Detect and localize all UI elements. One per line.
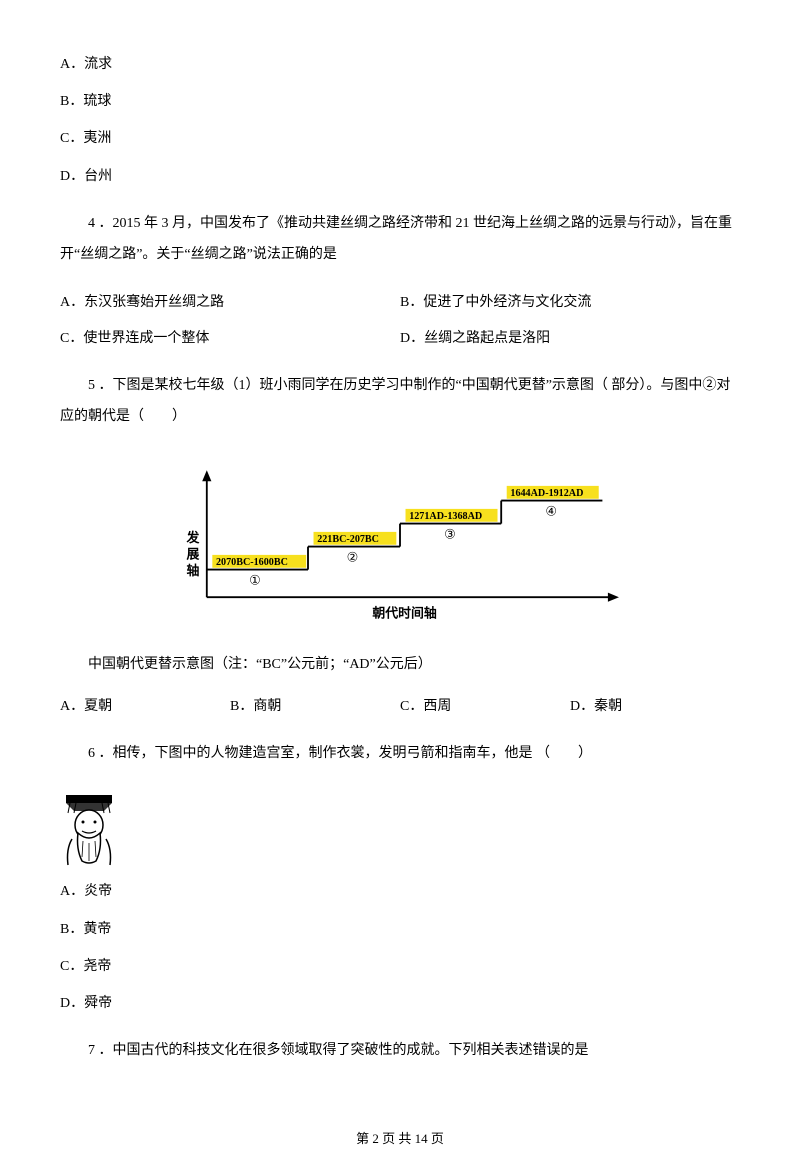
step2-label: 221BC-207BC bbox=[317, 534, 379, 545]
q5-option-c[interactable]: C．西周 bbox=[400, 694, 570, 719]
q6-option-d[interactable]: D．舜帝 bbox=[60, 991, 740, 1016]
step4-label: 1644AD-1912AD bbox=[510, 488, 583, 499]
q4-option-d[interactable]: D．丝绸之路起点是洛阳 bbox=[400, 326, 740, 351]
y-label-1: 发 bbox=[186, 530, 200, 545]
q4-option-a[interactable]: A．东汉张骞始开丝绸之路 bbox=[60, 290, 400, 315]
step4-num: ④ bbox=[545, 505, 557, 519]
x-label: 朝代时间轴 bbox=[372, 606, 437, 621]
page-footer: 第 2 页 共 14 页 bbox=[60, 1127, 740, 1150]
y-label-3: 轴 bbox=[187, 563, 200, 578]
q6-option-a[interactable]: A．炎帝 bbox=[60, 879, 740, 904]
q3-option-a[interactable]: A．流求 bbox=[60, 52, 740, 77]
step2-num: ② bbox=[347, 551, 359, 565]
q5-caption: 中国朝代更替示意图（注：“BC”公元前；“AD”公元后） bbox=[60, 652, 740, 677]
q5-text: 5 ．下图是某校七年级（1）班小雨同学在历史学习中制作的“中国朝代更替”示意图（… bbox=[60, 371, 740, 433]
dynasty-chart: 发 展 轴 朝代时间轴 2070BC-1600BC ① 221BC-207BC … bbox=[170, 452, 630, 632]
q6-text: 6 ．相传，下图中的人物建造宫室，制作衣裳，发明弓箭和指南车，他是 （ ） bbox=[60, 739, 740, 770]
q4-option-b[interactable]: B．促进了中外经济与文化交流 bbox=[400, 290, 740, 315]
step3-num: ③ bbox=[444, 528, 456, 542]
emperor-figure bbox=[60, 789, 740, 867]
q5-option-b[interactable]: B．商朝 bbox=[230, 694, 400, 719]
step3-label: 1271AD-1368AD bbox=[409, 511, 482, 522]
q4-option-c[interactable]: C．使世界连成一个整体 bbox=[60, 326, 400, 351]
y-label-2: 展 bbox=[187, 548, 200, 562]
q5-option-d[interactable]: D．秦朝 bbox=[570, 694, 740, 719]
q6-option-c[interactable]: C．尧帝 bbox=[60, 954, 740, 979]
step1-label: 2070BC-1600BC bbox=[216, 557, 288, 568]
q3-option-d[interactable]: D．台州 bbox=[60, 164, 740, 189]
q6-option-b[interactable]: B．黄帝 bbox=[60, 917, 740, 942]
q7-text: 7 ．中国古代的科技文化在很多领域取得了突破性的成就。下列相关表述错误的是 bbox=[60, 1036, 740, 1067]
step1-num: ① bbox=[249, 574, 261, 588]
q4-text: 4 ．2015 年 3 月，中国发布了《推动共建丝绸之路经济带和 21 世纪海上… bbox=[60, 209, 740, 271]
q3-option-b[interactable]: B．琉球 bbox=[60, 89, 740, 114]
q3-option-c[interactable]: C．夷洲 bbox=[60, 126, 740, 151]
q5-option-a[interactable]: A．夏朝 bbox=[60, 694, 230, 719]
